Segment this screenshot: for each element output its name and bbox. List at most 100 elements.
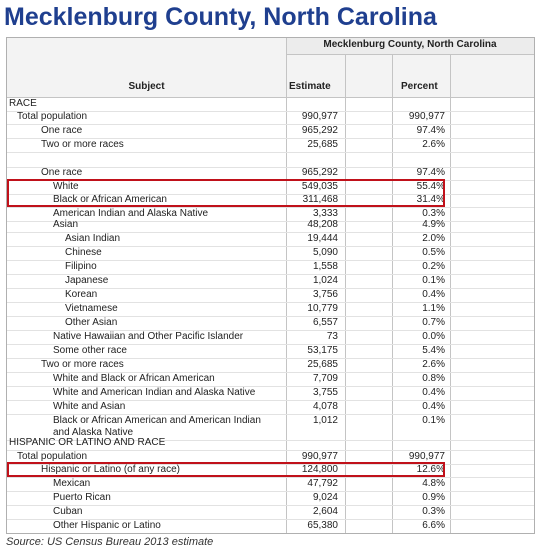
row-estimate: 3,333 (312, 208, 338, 219)
column-divider (345, 55, 346, 533)
row-divider (7, 414, 534, 415)
row-estimate: 1,012 (312, 415, 338, 426)
row-percent: 6.6% (422, 520, 445, 531)
row-estimate: 6,557 (312, 317, 338, 328)
table-row: One race 965,292 97.4% (7, 125, 534, 137)
row-divider (7, 440, 534, 441)
row-divider (7, 358, 534, 359)
row-divider (7, 302, 534, 303)
group-header: Mecklenburg County, North Carolina (323, 39, 497, 50)
row-percent: 0.7% (422, 317, 445, 328)
table-row: Total population 990,977 990,977 (7, 111, 534, 123)
row-label: Black or African American and American I… (53, 415, 261, 438)
row-divider (7, 491, 534, 492)
row-label: Total population (17, 451, 88, 462)
table-row: HISPANIC OR LATINO AND RACE (7, 437, 534, 449)
row-label: White and Asian (53, 401, 126, 412)
row-label: Two or more races (41, 139, 124, 150)
row-divider (7, 477, 534, 478)
row-percent: 0.1% (422, 415, 445, 426)
table-row: Two or more races 25,685 2.6% (7, 139, 534, 151)
row-percent: 0.1% (422, 275, 445, 286)
row-divider (7, 207, 534, 208)
table-row: Black or African American and American I… (7, 415, 534, 439)
row-divider (7, 138, 534, 139)
row-estimate: 990,977 (301, 111, 338, 122)
row-label: Mexican (53, 478, 91, 489)
row-label: American Indian and Alaska Native (53, 208, 209, 219)
column-header-percent: Percent (401, 81, 438, 92)
table-row: Some other race 53,175 5.4% (7, 345, 534, 357)
table-row: White and Black or African American 7,709… (7, 373, 534, 385)
row-divider (7, 288, 534, 289)
table-row: Puerto Rican 9,024 0.9% (7, 492, 534, 504)
table-row: American Indian and Alaska Native 3,333 0.… (7, 208, 534, 220)
table-row: Vietnamese 10,779 1.1% (7, 303, 534, 315)
row-estimate: 5,090 (312, 247, 338, 258)
row-estimate: 3,755 (312, 387, 338, 398)
row-divider (7, 386, 534, 387)
table-row: Cuban 2,604 0.3% (7, 506, 534, 518)
row-label: One race (41, 167, 83, 178)
row-estimate: 124,800 (301, 464, 338, 475)
row-divider (7, 194, 534, 195)
column-header-cells (286, 55, 534, 98)
row-divider (7, 232, 534, 233)
table-row: White 549,035 55.4% (7, 181, 534, 193)
row-percent: 990,977 (408, 111, 445, 122)
row-estimate: 19,444 (307, 233, 338, 244)
row-divider (7, 124, 534, 125)
row-divider (7, 344, 534, 345)
row-divider (7, 505, 534, 506)
row-label: Vietnamese (65, 303, 118, 314)
row-divider (7, 330, 534, 331)
table-row: Black or African American 311,468 31.4% (7, 194, 534, 206)
table-row: Two or more races 25,685 2.6% (7, 359, 534, 371)
row-label: Chinese (65, 247, 102, 258)
row-estimate: 47,792 (307, 478, 338, 489)
row-percent: 0.9% (422, 492, 445, 503)
row-estimate: 7,709 (312, 373, 338, 384)
row-estimate: 10,779 (307, 303, 338, 314)
table-row: Filipino 1,558 0.2% (7, 261, 534, 273)
row-estimate: 9,024 (312, 492, 338, 503)
row-percent: 5.4% (422, 345, 445, 356)
row-estimate: 2,604 (312, 506, 338, 517)
row-percent: 0.8% (422, 373, 445, 384)
table-row: Total population 990,977 990,977 (7, 451, 534, 463)
row-estimate: 549,035 (301, 181, 338, 192)
row-divider (7, 533, 534, 534)
table-row: Hispanic or Latino (of any race) 124,800 1… (7, 464, 534, 476)
row-divider (7, 316, 534, 317)
table-row: Chinese 5,090 0.5% (7, 247, 534, 259)
table-row: Asian Indian 19,444 2.0% (7, 233, 534, 245)
row-label: Some other race (53, 345, 127, 356)
row-percent: 31.4% (416, 194, 445, 205)
row-label: Hispanic or Latino (of any race) (41, 464, 180, 475)
row-estimate: 965,292 (301, 125, 338, 136)
column-divider (392, 55, 393, 533)
row-label: Asian Indian (65, 233, 121, 244)
table-row: Native Hawaiian and Other Pacific Island… (7, 331, 534, 343)
row-percent: 97.4% (416, 167, 445, 178)
column-divider (286, 38, 287, 533)
row-divider (7, 111, 534, 112)
row-label: Native Hawaiian and Other Pacific Island… (53, 331, 244, 342)
group-header-cell (286, 38, 534, 55)
source-note: Source: US Census Bureau 2013 estimate (6, 536, 214, 548)
row-percent: 1.1% (422, 303, 445, 314)
row-label: Japanese (65, 275, 109, 286)
census-table: Mecklenburg County, North Carolina Subje… (6, 37, 535, 534)
row-divider (7, 450, 534, 451)
column-header-estimate: Estimate (289, 81, 331, 92)
row-percent: 12.6% (416, 464, 445, 475)
table-row: RACE (7, 98, 534, 110)
table-row: White and American Indian and Alaska Nat… (7, 387, 534, 399)
table-row: White and Asian 4,078 0.4% (7, 401, 534, 413)
row-percent: 55.4% (416, 181, 445, 192)
row-estimate: 25,685 (307, 139, 338, 150)
row-label: Korean (65, 289, 98, 300)
row-divider (7, 260, 534, 261)
row-label: Other Hispanic or Latino (53, 520, 161, 531)
highlight-white-black (7, 179, 445, 207)
